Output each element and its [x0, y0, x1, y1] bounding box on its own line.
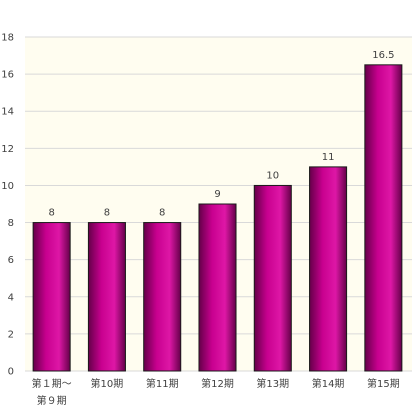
y-tick-label: 2: [8, 329, 14, 340]
y-axis-tick-labels: 0 2 4 6 8 10 12 14 16 18: [1, 33, 14, 378]
data-label: 8: [159, 208, 165, 219]
data-label: 16.5: [372, 50, 394, 61]
bar: [309, 166, 348, 372]
bar: [198, 203, 237, 372]
bar: [364, 64, 403, 372]
x-tick-label: 第13期: [256, 377, 289, 390]
y-tick-label: 16: [1, 70, 14, 81]
y-tick-label: 18: [1, 33, 14, 44]
data-label: 11: [322, 152, 335, 163]
x-tick-label: 第９期: [37, 394, 67, 407]
bar: [143, 222, 182, 372]
y-tick-label: 10: [1, 181, 14, 192]
data-label: 8: [104, 208, 110, 219]
data-label: 10: [266, 170, 279, 181]
data-label: 8: [48, 208, 54, 219]
y-tick-label: 8: [8, 218, 14, 229]
x-tick-label: 第１期～: [32, 377, 72, 390]
data-label: 9: [214, 189, 220, 200]
x-tick-label: 第10期: [91, 377, 124, 390]
bars: [32, 64, 403, 372]
bar: [253, 184, 292, 372]
y-tick-label: 4: [8, 292, 14, 303]
x-tick-label: 第15期: [367, 377, 400, 390]
x-axis-tick-labels: 第１期～ 第９期 第10期 第11期 第12期 第13期 第14期 第15期: [32, 377, 400, 407]
y-tick-label: 12: [1, 144, 14, 155]
data-labels: 8 8 8 9 10 11 16.5: [48, 50, 394, 219]
y-tick-label: 14: [1, 107, 14, 118]
x-tick-label: 第12期: [201, 377, 234, 390]
x-tick-label: 第14期: [312, 377, 345, 390]
y-tick-label: 6: [8, 255, 14, 266]
bar: [87, 222, 126, 372]
bar: [32, 222, 71, 372]
y-tick-label: 0: [8, 367, 14, 378]
x-tick-label: 第11期: [146, 377, 179, 390]
